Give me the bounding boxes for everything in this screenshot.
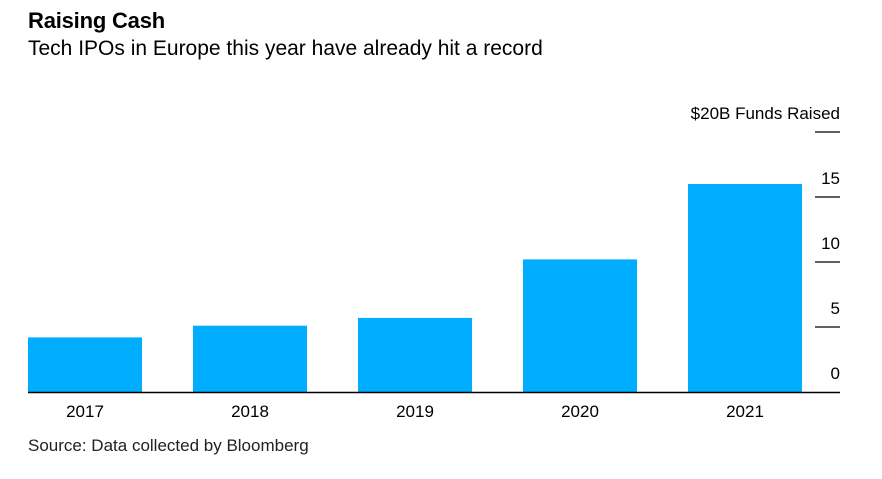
- chart-subtitle: Tech IPOs in Europe this year have alrea…: [28, 37, 543, 60]
- x-tick-label-2019: 2019: [396, 402, 434, 421]
- y-tick-label-20: $20B Funds Raised: [691, 104, 840, 123]
- bar-2019: [358, 317, 472, 392]
- x-tick-label-2021: 2021: [726, 402, 764, 421]
- y-tick-label-10: 10: [821, 234, 840, 253]
- bar-2021: [688, 184, 802, 392]
- x-tick-label-2018: 2018: [231, 402, 269, 421]
- bar-2020: [523, 259, 637, 392]
- source-note: Source: Data collected by Bloomberg: [28, 436, 309, 455]
- bar-2017: [28, 337, 142, 392]
- y-tick-label-5: 5: [831, 299, 840, 318]
- y-tick-label-15: 15: [821, 169, 840, 188]
- bar-2018: [193, 325, 307, 392]
- chart-title: Raising Cash: [28, 8, 165, 33]
- y-tick-label-0: 0: [831, 364, 840, 383]
- x-tick-label-2020: 2020: [561, 402, 599, 421]
- x-tick-label-2017: 2017: [66, 402, 104, 421]
